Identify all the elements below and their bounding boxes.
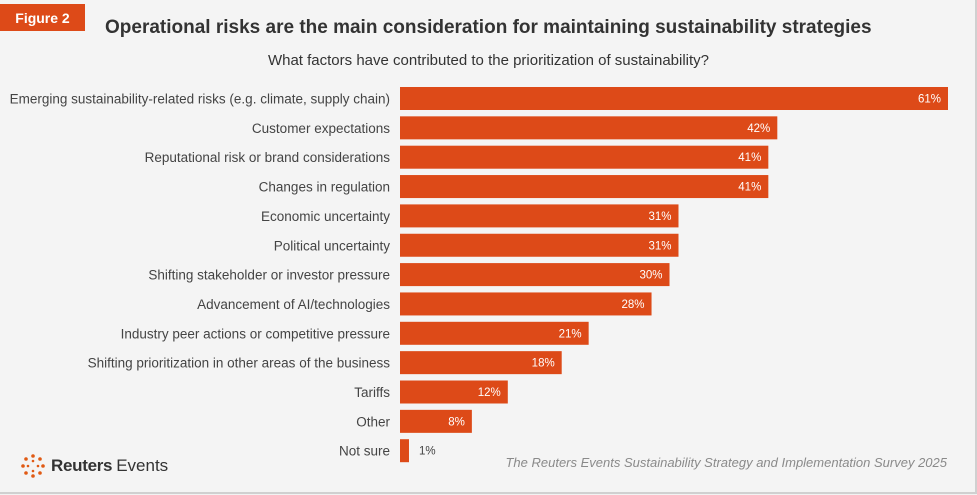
- category-label: Advancement of AI/technologies: [197, 297, 390, 312]
- value-label: 41%: [738, 182, 761, 194]
- value-label: 21%: [559, 328, 582, 340]
- value-label: 31%: [648, 211, 671, 223]
- value-label: 31%: [648, 240, 671, 252]
- category-label: Industry peer actions or competitive pre…: [121, 326, 390, 341]
- logo-word-events: Events: [116, 456, 169, 475]
- bar: [400, 204, 679, 228]
- bar: [400, 439, 409, 463]
- figure-badge: Figure 2: [0, 4, 85, 31]
- bar: [400, 145, 769, 169]
- value-label: 41%: [738, 152, 761, 164]
- bar: [400, 351, 562, 375]
- value-label: 42%: [747, 123, 770, 135]
- category-label: Reputational risk or brand consideration…: [145, 150, 391, 165]
- chart-title: Operational risks are the main considera…: [105, 17, 872, 38]
- bar: [400, 233, 679, 257]
- chart-subtitle: What factors have contributed to the pri…: [267, 52, 710, 69]
- reuters-events-logo: Reuters Events: [20, 453, 168, 479]
- category-label: Customer expectations: [252, 121, 390, 136]
- value-label: 8%: [448, 416, 465, 428]
- category-label: Emerging sustainability-related risks (e…: [10, 92, 390, 107]
- source-note: The Reuters Events Sustainability Strate…: [505, 455, 947, 470]
- value-label: 1%: [419, 446, 436, 458]
- value-label: 61%: [918, 94, 941, 106]
- category-label: Shifting prioritization in other areas o…: [88, 356, 391, 371]
- category-label: Tariffs: [354, 385, 390, 400]
- category-label: Other: [356, 414, 390, 429]
- category-label: Economic uncertainty: [261, 209, 390, 224]
- value-label: 18%: [532, 358, 555, 370]
- reuters-dot-ring-icon: [21, 454, 45, 478]
- bar: [400, 321, 589, 345]
- category-label: Shifting stakeholder or investor pressur…: [148, 268, 390, 283]
- bar: [400, 292, 652, 316]
- category-label: Political uncertainty: [274, 238, 391, 253]
- value-label: 30%: [639, 270, 662, 282]
- bar: [400, 409, 472, 433]
- bar: [400, 87, 948, 110]
- value-label: 28%: [622, 299, 645, 311]
- category-label: Not sure: [339, 444, 390, 459]
- bar: [400, 380, 508, 404]
- bar: [400, 175, 769, 199]
- logo-word-reuters: Reuters: [51, 456, 113, 475]
- bar: [400, 116, 778, 140]
- value-label: 12%: [478, 387, 501, 399]
- category-label: Changes in regulation: [259, 180, 390, 195]
- bar: [400, 263, 670, 287]
